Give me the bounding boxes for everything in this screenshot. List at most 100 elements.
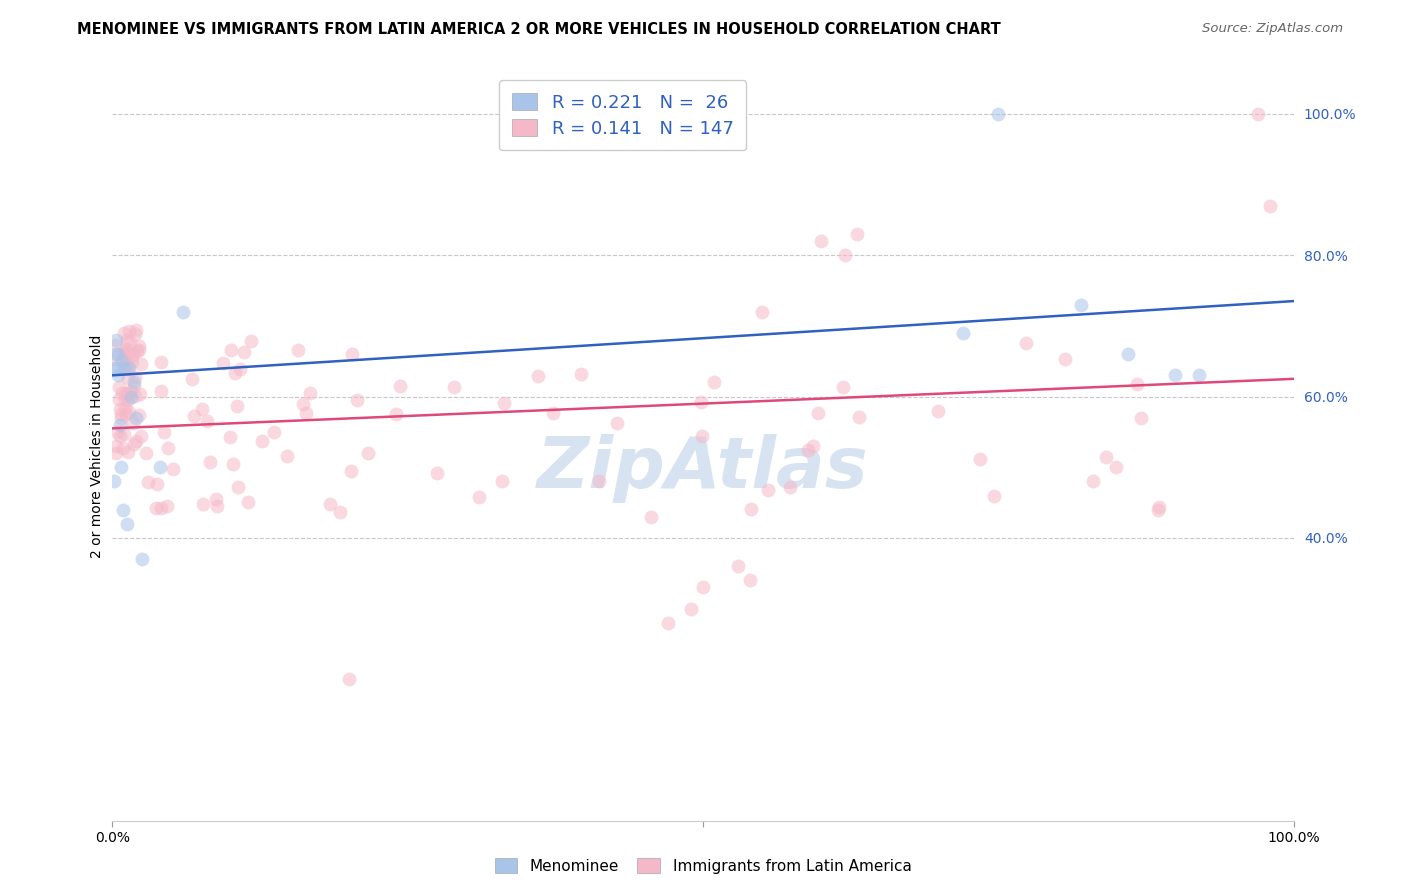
Point [129,387,152,401]
Point [121,349,143,363]
Point [117,370,139,384]
Point [276,449,298,463]
Point [104,446,127,460]
Point [112,502,135,516]
Point [128,408,150,422]
Point [263,425,285,439]
Point [848,410,870,425]
Point [1116,347,1139,361]
Point [122,379,145,393]
Point [384,407,406,421]
Point [801,439,824,453]
Point [118,361,141,376]
Point [337,673,360,687]
Point [108,402,131,417]
Point [287,343,309,357]
Point [1164,368,1187,383]
Point [692,580,714,594]
Point [191,402,214,417]
Point [388,378,411,392]
Point [205,499,228,513]
Point [149,500,172,515]
Point [200,455,222,469]
Point [969,451,991,466]
Point [104,361,127,376]
Point [135,446,157,460]
Point [1258,199,1281,213]
Point [146,477,169,491]
Point [491,474,513,488]
Point [1188,368,1211,383]
Point [468,490,491,504]
Point [136,475,159,489]
Point [690,429,713,443]
Point [120,384,142,399]
Point [180,372,202,386]
Point [218,430,240,444]
Point [103,475,125,489]
Point [183,409,205,424]
Point [295,406,318,420]
Point [114,401,136,415]
Point [104,338,127,352]
Point [1105,460,1128,475]
Point [690,395,713,409]
Point [107,368,129,383]
Point [329,505,352,519]
Point [292,397,315,411]
Point [112,347,135,361]
Point [115,407,138,421]
Point [150,384,173,399]
Legend: R = 0.221   N =  26, R = 0.141   N = 147: R = 0.221 N = 26, R = 0.141 N = 147 [499,80,747,151]
Point [640,510,662,524]
Point [108,417,131,432]
Point [115,516,138,531]
Legend: Menominee, Immigrants from Latin America: Menominee, Immigrants from Latin America [488,852,918,880]
Point [834,248,856,262]
Point [122,437,145,451]
Point [983,489,1005,503]
Y-axis label: 2 or more Vehicles in Household: 2 or more Vehicles in Household [90,334,104,558]
Point [224,366,246,380]
Point [225,399,247,413]
Point [122,416,145,430]
Point [124,369,146,384]
Point [120,390,142,404]
Point [252,434,274,448]
Point [299,385,322,400]
Point [125,434,148,449]
Point [191,497,214,511]
Point [124,326,146,341]
Point [681,601,703,615]
Point [779,480,801,494]
Point [1126,376,1149,391]
Point [1081,475,1104,489]
Text: ZipAtlas: ZipAtlas [537,434,869,503]
Point [657,615,679,630]
Point [346,393,368,408]
Point [233,345,256,359]
Point [115,385,138,400]
Point [606,416,628,430]
Point [703,376,725,390]
Point [149,460,172,475]
Point [205,491,228,506]
Point [541,406,564,420]
Point [751,304,773,318]
Point [118,325,141,339]
Point [117,393,139,408]
Point [112,360,135,375]
Point [987,107,1010,121]
Point [127,344,149,359]
Point [149,354,172,368]
Point [117,445,139,459]
Point [1015,335,1038,350]
Point [1147,503,1170,517]
Point [118,334,141,349]
Point [845,227,868,241]
Point [121,355,143,369]
Point [103,351,125,366]
Point [443,380,465,394]
Point [1149,500,1171,515]
Point [357,446,380,460]
